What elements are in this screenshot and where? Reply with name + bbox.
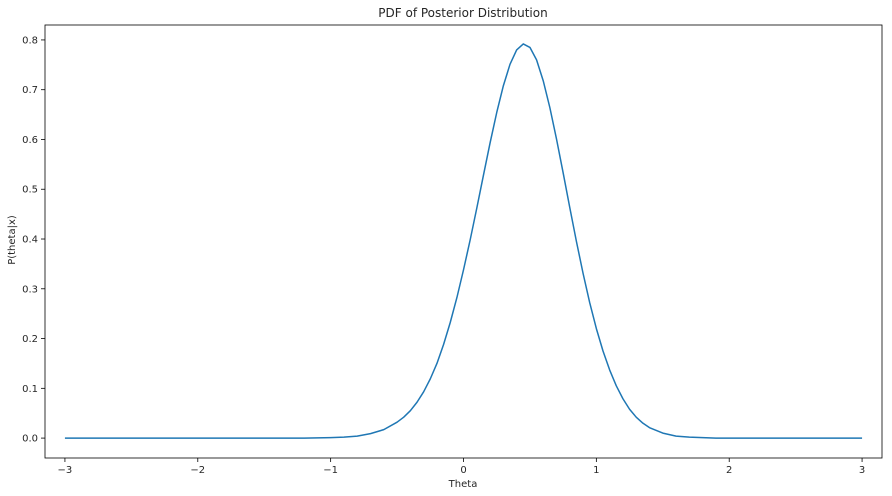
y-tick-label: 0.2 xyxy=(22,334,38,345)
x-tick-label: −1 xyxy=(323,465,338,476)
y-axis: 0.0 0.1 0.2 0.3 0.4 0.5 0.6 0.7 0.8 xyxy=(22,35,45,445)
x-tick-label: 0 xyxy=(460,465,466,476)
plot-area xyxy=(44,24,883,459)
y-tick-label: 0.7 xyxy=(22,85,38,96)
plot-frame xyxy=(44,24,883,459)
y-tick-label: 0.8 xyxy=(22,35,38,46)
series-line-0 xyxy=(64,43,863,439)
x-axis: −3 −2 −1 0 1 2 3 xyxy=(58,458,865,476)
x-tick-label: 3 xyxy=(859,465,865,476)
y-axis-label: P(theta|x) xyxy=(7,215,18,265)
x-tick-label: 1 xyxy=(593,465,599,476)
y-tick-label: 0.0 xyxy=(22,434,38,445)
x-axis-label: Theta xyxy=(448,479,478,490)
x-tick-label: −3 xyxy=(58,465,73,476)
y-tick-label: 0.1 xyxy=(22,384,38,395)
x-tick-label: −2 xyxy=(190,465,205,476)
y-tick-label: 0.3 xyxy=(22,284,38,295)
chart-title: PDF of Posterior Distribution xyxy=(378,6,547,20)
y-tick-label: 0.6 xyxy=(22,135,38,146)
x-tick-label: 2 xyxy=(726,465,732,476)
y-tick-label: 0.4 xyxy=(22,235,38,246)
y-tick-label: 0.5 xyxy=(22,185,38,196)
